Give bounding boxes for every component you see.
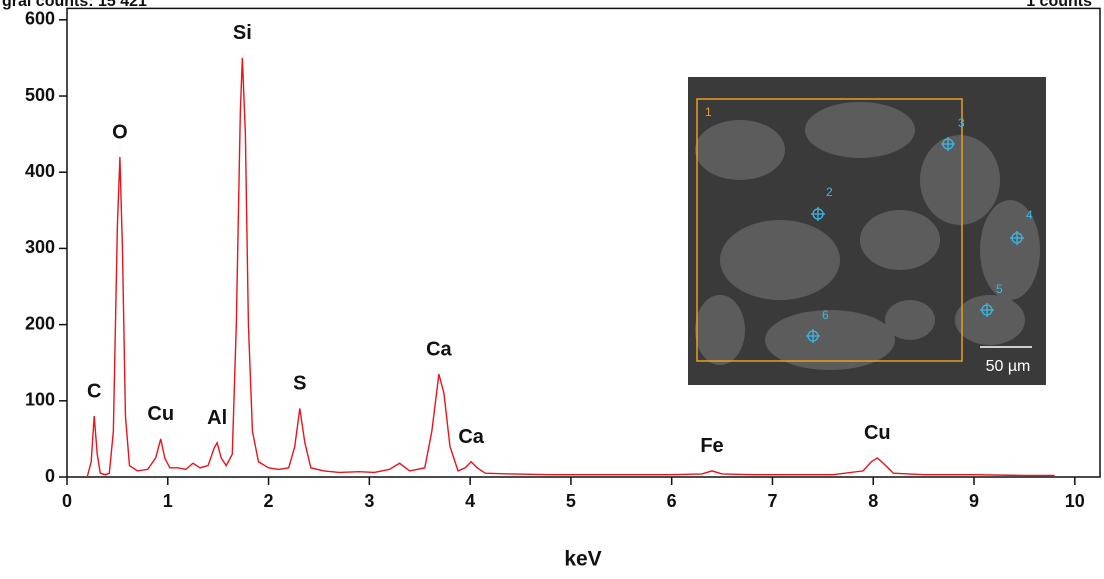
x-tick-label: 10 (1065, 491, 1085, 511)
x-tick-label: 1 (163, 491, 173, 511)
x-tick-label: 4 (465, 491, 475, 511)
x-tick-label: 8 (868, 491, 878, 511)
peak-label: Fe (700, 435, 723, 457)
x-tick-label: 2 (264, 491, 274, 511)
x-tick-label: 3 (364, 491, 374, 511)
peak-label: Ca (458, 426, 484, 448)
y-tick-label: 100 (25, 390, 55, 410)
peak-label: Al (207, 407, 227, 429)
peak-label: Si (233, 22, 252, 44)
point-label: 2 (826, 185, 833, 199)
x-axis-label: keV (564, 548, 601, 571)
y-tick-label: 200 (25, 313, 55, 333)
point-label: 5 (996, 282, 1003, 296)
y-tick-label: 300 (25, 237, 55, 257)
x-tick-label: 7 (767, 491, 777, 511)
scale-bar-label: 50 µm (986, 358, 1031, 375)
y-tick-label: 500 (25, 85, 55, 105)
peak-label: Ca (426, 338, 452, 360)
chart: gral counts: 15 421 1 counts keV 0100200… (0, 0, 1104, 579)
peak-label: S (293, 373, 306, 395)
x-tick-label: 6 (667, 491, 677, 511)
point-label: 4 (1026, 208, 1033, 222)
peak-label: C (87, 380, 101, 402)
x-tick-label: 5 (566, 491, 576, 511)
region-label: 1 (705, 105, 712, 119)
peak-label: Cu (864, 422, 891, 444)
peak-label: O (112, 121, 128, 143)
x-tick-label: 0 (62, 491, 72, 511)
y-tick-label: 0 (45, 466, 55, 486)
sem-inset: 1 2 3 4 5 6 50 µm (688, 77, 1046, 385)
peak-label: Cu (147, 403, 174, 425)
y-tick-label: 400 (25, 161, 55, 181)
point-label: 3 (958, 116, 965, 130)
point-label: 6 (822, 308, 829, 322)
y-tick-label: 600 (25, 9, 55, 29)
x-tick-label: 9 (969, 491, 979, 511)
